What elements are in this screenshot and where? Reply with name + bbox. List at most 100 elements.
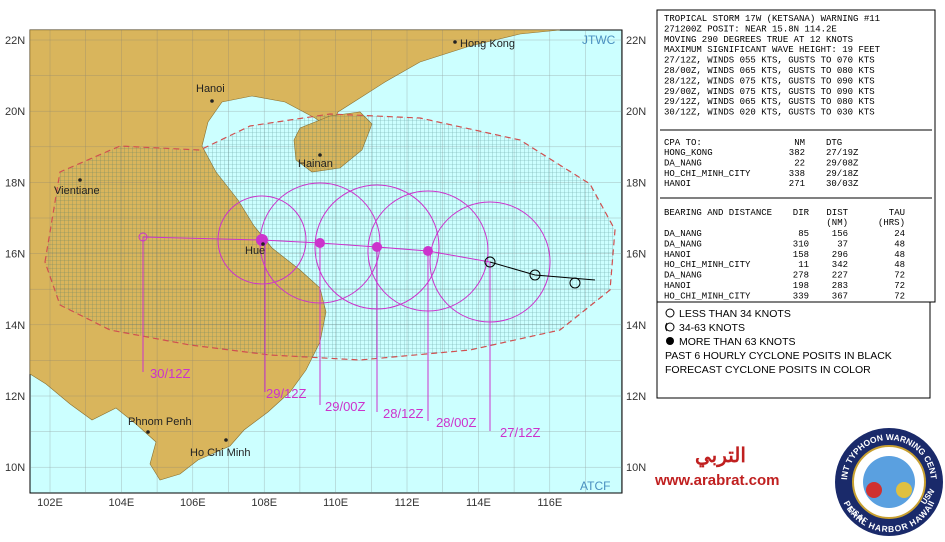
- forecast-time: 30/12Z: [150, 366, 191, 381]
- lat-label: 22N: [626, 35, 646, 47]
- lat-label: 22N: [5, 35, 25, 47]
- warning-line: 271200Z POSIT: NEAR 15.8N 114.2E: [664, 24, 837, 34]
- cpa-cell: HANOI: [664, 179, 691, 189]
- lon-label: 102E: [37, 497, 63, 509]
- cpa-cell: 271: [789, 179, 805, 189]
- map: 22N 22N 20N 20N 18N 18N 16N 16N 14N 14N 12N 12N 10N 1…: [5, 29, 646, 509]
- city-label: Hanoi: [196, 83, 225, 95]
- forecast-time: 29/12Z: [266, 386, 307, 401]
- lat-label: 16N: [5, 249, 25, 261]
- source-label: JTWC: [582, 33, 616, 47]
- cpa-cell: 338: [789, 169, 805, 179]
- legend-item: MORE THAN 63 KNOTS: [679, 336, 796, 348]
- cpa-cell: DA_NANG: [664, 158, 702, 168]
- forecast-time: 29/00Z: [325, 399, 366, 414]
- forecast-time: 28/12Z: [383, 406, 424, 421]
- lat-label: 14N: [626, 320, 646, 332]
- warning-line: 28/12Z, WINDS 075 KTS, GUSTS TO 090 KTS: [664, 76, 875, 86]
- bearing-cell: DA_NANG: [664, 271, 702, 281]
- bearing-header: BEARING AND DISTANCE: [664, 208, 772, 218]
- warning-line: MAXIMUM SIGNIFICANT WAVE HEIGHT: 19 FEET: [664, 45, 881, 55]
- warning-line: 30/12Z, WINDS 020 KTS, GUSTS TO 030 KTS: [664, 108, 875, 118]
- cpa-cell: 30/03Z: [826, 179, 859, 189]
- cpa-cell: HONG_KONG: [664, 148, 713, 158]
- legend-note: PAST 6 HOURLY CYCLONE POSITS IN BLACK: [665, 350, 892, 362]
- bearing-header: DIST: [826, 208, 848, 218]
- city-label: Hue: [245, 245, 265, 257]
- bearing-cell: 85: [798, 229, 809, 239]
- bearing-subheader: (HRS): [878, 218, 905, 228]
- lat-label: 10N: [626, 462, 646, 474]
- bearing-cell: 48: [894, 250, 905, 260]
- watermark-arabic: التربي: [695, 445, 746, 468]
- bearing-cell: 339: [793, 291, 809, 301]
- bearing-cell: 48: [894, 239, 905, 249]
- cpa-header: NM: [794, 138, 805, 148]
- lon-label: 106E: [180, 497, 206, 509]
- lat-label: 18N: [626, 177, 646, 189]
- lon-label: 108E: [251, 497, 277, 509]
- cpa-header: CPA TO:: [664, 138, 702, 148]
- warning-line: MOVING 290 DEGREES TRUE AT 12 KNOTS: [664, 35, 853, 45]
- bearing-header: DIR: [793, 208, 810, 218]
- lat-label: 12N: [626, 391, 646, 403]
- bearing-cell: 11: [798, 260, 809, 270]
- bearing-header: TAU: [889, 208, 905, 218]
- bearing-cell: 198: [793, 281, 809, 291]
- lon-label: 112E: [395, 497, 420, 509]
- legend-note: FORECAST CYCLONE POSITS IN COLOR: [665, 364, 871, 376]
- lon-label: 116E: [537, 497, 562, 509]
- cpa-cell: HO_CHI_MINH_CITY: [664, 169, 751, 179]
- warning-line: 28/00Z, WINDS 065 KTS, GUSTS TO 080 KTS: [664, 66, 875, 76]
- bearing-cell: HANOI: [664, 250, 691, 260]
- bearing-cell: 310: [793, 239, 809, 249]
- bearing-cell: 37: [837, 239, 848, 249]
- bearing-cell: HO_CHI_MINH_CITY: [664, 291, 751, 301]
- cpa-cell: 382: [789, 148, 805, 158]
- cpa-header: DTG: [826, 138, 842, 148]
- lat-label: 20N: [626, 106, 646, 118]
- lon-label: 114E: [466, 497, 491, 509]
- bearing-cell: 227: [832, 271, 848, 281]
- bearing-cell: 296: [832, 250, 848, 260]
- cpa-cell: 27/19Z: [826, 148, 859, 158]
- city-label: Vientiane: [54, 185, 100, 197]
- warning-line: 29/00Z, WINDS 075 KTS, GUSTS TO 090 KTS: [664, 87, 875, 97]
- bearing-cell: 48: [894, 260, 905, 270]
- watermark-url: www.arabrat.com: [654, 472, 779, 489]
- bearing-cell: DA_NANG: [664, 229, 702, 239]
- cpa-cell: 29/18Z: [826, 169, 859, 179]
- lat-label: 20N: [5, 106, 25, 118]
- lat-label: 14N: [5, 320, 25, 332]
- forecast-time: 27/12Z: [500, 425, 541, 440]
- forecast-time: 28/00Z: [436, 415, 477, 430]
- cpa-cell: 22: [794, 158, 805, 168]
- lat-label: 10N: [5, 462, 25, 474]
- warning-line: 27/12Z, WINDS 055 KTS, GUSTS TO 070 KTS: [664, 56, 875, 66]
- city-label: Ho Chi Minh: [190, 447, 251, 459]
- warning-line: TROPICAL STORM 17W (KETSANA) WARNING #11: [664, 14, 880, 24]
- bearing-cell: 278: [793, 271, 809, 281]
- lon-label: 104E: [109, 497, 135, 509]
- legend-item: LESS THAN 34 KNOTS: [679, 308, 791, 320]
- bearing-cell: 72: [894, 291, 905, 301]
- bearing-cell: 72: [894, 271, 905, 281]
- bearing-cell: 24: [894, 229, 905, 239]
- lat-label: 18N: [5, 177, 25, 189]
- city-label: Hong Kong: [460, 38, 515, 50]
- bearing-cell: 156: [832, 229, 848, 239]
- city-label: Hainan: [298, 158, 333, 170]
- bearing-cell: 158: [793, 250, 809, 260]
- bearing-cell: 342: [832, 260, 848, 270]
- warning-area: [44, 113, 616, 361]
- lat-label: 16N: [626, 249, 646, 261]
- lat-label: 12N: [5, 391, 25, 403]
- bearing-cell: HO_CHI_MINH_CITY: [664, 260, 751, 270]
- warning-line: 29/12Z, WINDS 065 KTS, GUSTS TO 080 KTS: [664, 97, 875, 107]
- bearing-subheader: (NM): [826, 218, 848, 228]
- bearing-cell: DA_NANG: [664, 239, 702, 249]
- bearing-cell: 367: [832, 291, 848, 301]
- cpa-cell: 29/08Z: [826, 158, 859, 168]
- legend-item: 34-63 KNOTS: [679, 322, 745, 334]
